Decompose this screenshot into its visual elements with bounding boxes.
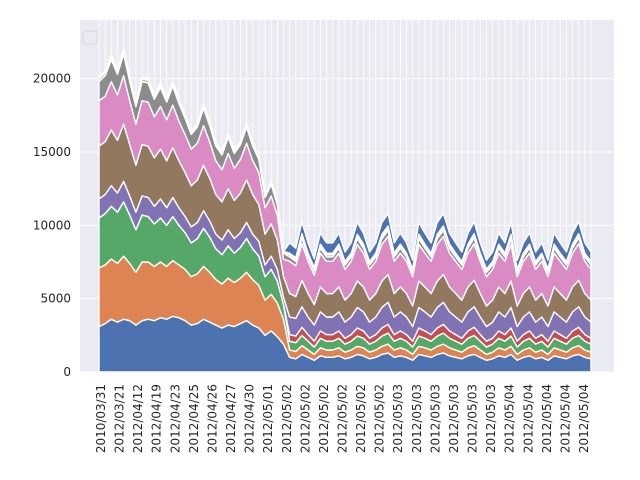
- x-tick-label: 2012/05/03: [447, 384, 461, 453]
- x-tick-label: 2012/05/02: [298, 384, 312, 453]
- x-tick-label: 2010/03/31: [94, 384, 108, 453]
- x-tick-label: 2012/05/04: [540, 384, 554, 453]
- x-tick-label: 2012/05/04: [558, 384, 572, 453]
- legend-box: [82, 30, 98, 45]
- legend: [82, 30, 98, 45]
- x-tick-label: 2012/05/02: [280, 384, 294, 453]
- area-series-11: [98, 48, 592, 270]
- x-tick-label: 2012/05/03: [410, 384, 424, 453]
- x-tick-label: 2012/05/02: [336, 384, 350, 453]
- x-tick-label: 2012/05/03: [391, 384, 405, 453]
- x-tick-label: 2012/03/21: [113, 384, 127, 453]
- y-tick-label: 5000: [40, 292, 71, 306]
- x-tick-label: 2012/04/25: [187, 384, 201, 453]
- x-tick-label: 2012/05/03: [484, 384, 498, 453]
- x-tick-label: 2012/05/02: [354, 384, 368, 453]
- x-tick-label: 2012/04/23: [168, 384, 182, 453]
- y-tick-label: 15000: [33, 145, 71, 159]
- x-tick-label: 2012/05/02: [373, 384, 387, 453]
- x-tick-label: 2012/04/27: [224, 384, 238, 453]
- x-tick-label: 2012/04/19: [150, 384, 164, 453]
- x-tick-label: 2012/05/02: [317, 384, 331, 453]
- stacked-areas: [98, 48, 592, 373]
- x-tick-label: 2012/05/04: [521, 384, 535, 453]
- x-tick-label: 2012/04/12: [131, 384, 145, 453]
- x-tick-label: 2012/04/26: [205, 384, 219, 453]
- x-tick-label: 2012/05/04: [577, 384, 591, 453]
- y-tick-label: 10000: [33, 218, 71, 232]
- y-tick-label: 20000: [33, 72, 71, 86]
- x-tick-label: 2012/04/30: [243, 384, 257, 453]
- x-tick-labels: 2010/03/31 2012/03/21 2012/04/12 2012/04/19…: [94, 384, 591, 453]
- x-tick-label: 2012/05/01: [261, 384, 275, 453]
- x-tick-label: 2012/05/03: [466, 384, 480, 453]
- x-tick-label: 2012/05/03: [428, 384, 442, 453]
- x-tick-label: 2012/05/04: [503, 384, 517, 453]
- y-tick-labels: 0 5000 10000 15000 20000: [33, 72, 71, 379]
- y-tick-label: 0: [63, 365, 71, 379]
